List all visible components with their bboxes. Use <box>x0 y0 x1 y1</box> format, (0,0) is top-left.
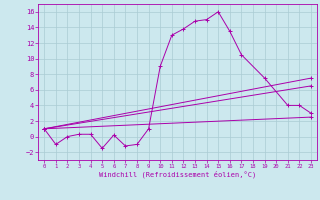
X-axis label: Windchill (Refroidissement éolien,°C): Windchill (Refroidissement éolien,°C) <box>99 171 256 178</box>
